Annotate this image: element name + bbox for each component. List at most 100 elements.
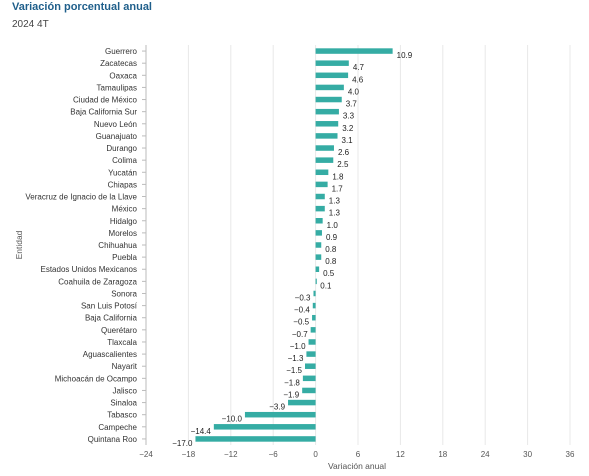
chart-subtitle: 2024 4T	[12, 19, 49, 30]
category-label: Hidalgo	[110, 217, 138, 226]
bar	[305, 363, 316, 369]
category-label: Aguascalientes	[83, 350, 137, 359]
data-label: 1.3	[329, 209, 341, 218]
data-label: 0.1	[320, 281, 332, 290]
category-label: Baja California Sur	[70, 108, 137, 117]
bar	[302, 387, 316, 394]
bar	[315, 145, 334, 151]
bar	[315, 60, 349, 66]
data-label: 3.1	[342, 136, 354, 145]
category-label: Guerrero	[105, 47, 138, 56]
bar	[315, 181, 328, 188]
bar	[315, 218, 323, 224]
bar	[315, 108, 339, 115]
data-label: 2.5	[337, 160, 349, 169]
category-label: Colima	[112, 156, 137, 165]
data-label: 0.5	[323, 269, 335, 278]
data-label: 1.3	[329, 197, 341, 206]
bar	[315, 193, 325, 200]
bar	[315, 133, 338, 139]
x-tick-label: −6	[269, 450, 279, 459]
bar	[308, 339, 316, 345]
category-label: Coahuila de Zaragoza	[58, 277, 137, 286]
category-label: Michoacán de Ocampo	[55, 374, 138, 383]
category-label: Quintana Roo	[88, 435, 138, 444]
data-label: 0.9	[326, 233, 338, 242]
category-label: Sonora	[111, 289, 137, 298]
data-label: 0.8	[325, 257, 337, 266]
x-tick-label: 30	[523, 450, 532, 459]
category-label: Durango	[106, 144, 137, 153]
bar	[310, 327, 316, 333]
data-label: −0.5	[293, 318, 309, 327]
label-layer: 10.9 4.7 4.6 4.0 3.7 3.3 3.2 3.1 2.6 2.5 1.8 1.7 1.3…	[172, 51, 413, 448]
data-label: −14.4	[191, 427, 212, 436]
data-label: 4.7	[353, 63, 365, 72]
bar	[315, 121, 339, 127]
category-label: Nayarit	[112, 362, 138, 371]
bar	[312, 314, 316, 321]
data-label: −1.3	[288, 354, 304, 363]
grid-layer	[145, 45, 571, 445]
data-label: 2.6	[338, 148, 350, 157]
bar	[315, 157, 334, 163]
bar	[315, 278, 317, 285]
x-axis-title: Variación anual	[328, 461, 386, 471]
category-label: Nuevo León	[94, 120, 137, 129]
category-label: Tlaxcala	[107, 338, 137, 347]
category-label: Campeche	[98, 423, 137, 432]
data-label: −1.5	[286, 366, 302, 375]
x-tick-label: 18	[438, 450, 447, 459]
category-label: Estados Unidos Mexicanos	[41, 265, 138, 274]
category-label: Puebla	[112, 253, 137, 262]
category-label: Zacatecas	[100, 59, 137, 68]
x-tick-label: 36	[566, 450, 575, 459]
bar	[302, 375, 316, 382]
category-label: Yucatán	[108, 168, 137, 177]
bar	[306, 351, 316, 357]
x-tick-label: −12	[224, 450, 238, 459]
bar	[315, 230, 322, 236]
data-label: 3.7	[346, 100, 358, 109]
data-label: −1.0	[290, 342, 306, 351]
data-label: −1.9	[283, 390, 299, 399]
bar	[313, 290, 316, 297]
data-label: −10.0	[222, 415, 243, 424]
bar	[315, 242, 322, 248]
bar-layer	[195, 48, 393, 442]
data-label: 0.8	[325, 245, 337, 254]
category-label: Tamaulipas	[97, 83, 137, 92]
x-tick-label: −18	[182, 450, 196, 459]
axis-layer: −24 −18 −12 −6 0 6 12 18 24 30 36 Guerrero Zacatecas…	[25, 45, 575, 459]
category-label: México	[112, 205, 138, 214]
category-label: Baja California	[85, 314, 138, 323]
bar	[315, 266, 320, 272]
data-label: −3.9	[269, 403, 285, 412]
category-label: Sinaloa	[110, 399, 137, 408]
category-label: Ciudad de México	[73, 96, 138, 105]
category-label: Querétaro	[101, 326, 138, 335]
bar	[315, 96, 342, 103]
x-tick-label: 6	[356, 450, 361, 459]
data-label: 1.0	[327, 221, 339, 230]
category-label: Morelos	[109, 229, 137, 238]
bar	[315, 169, 329, 176]
category-label: San Luis Potosí	[81, 302, 138, 311]
bar	[315, 254, 322, 260]
data-label: −0.4	[294, 306, 310, 315]
x-tick-label: 24	[481, 450, 490, 459]
category-label: Chiapas	[108, 180, 137, 189]
bar	[315, 84, 344, 91]
data-label: 1.7	[332, 184, 344, 193]
data-label: −17.0	[172, 439, 193, 448]
category-label: Oaxaca	[109, 71, 137, 80]
bar	[213, 424, 316, 430]
chart-title: Variación porcentual anual	[12, 1, 152, 13]
bar	[315, 72, 349, 79]
bar	[312, 302, 316, 309]
data-label: 4.6	[352, 75, 364, 84]
bar	[315, 48, 393, 54]
y-axis-title: Entidad	[14, 230, 24, 259]
data-label: −0.3	[295, 293, 311, 302]
